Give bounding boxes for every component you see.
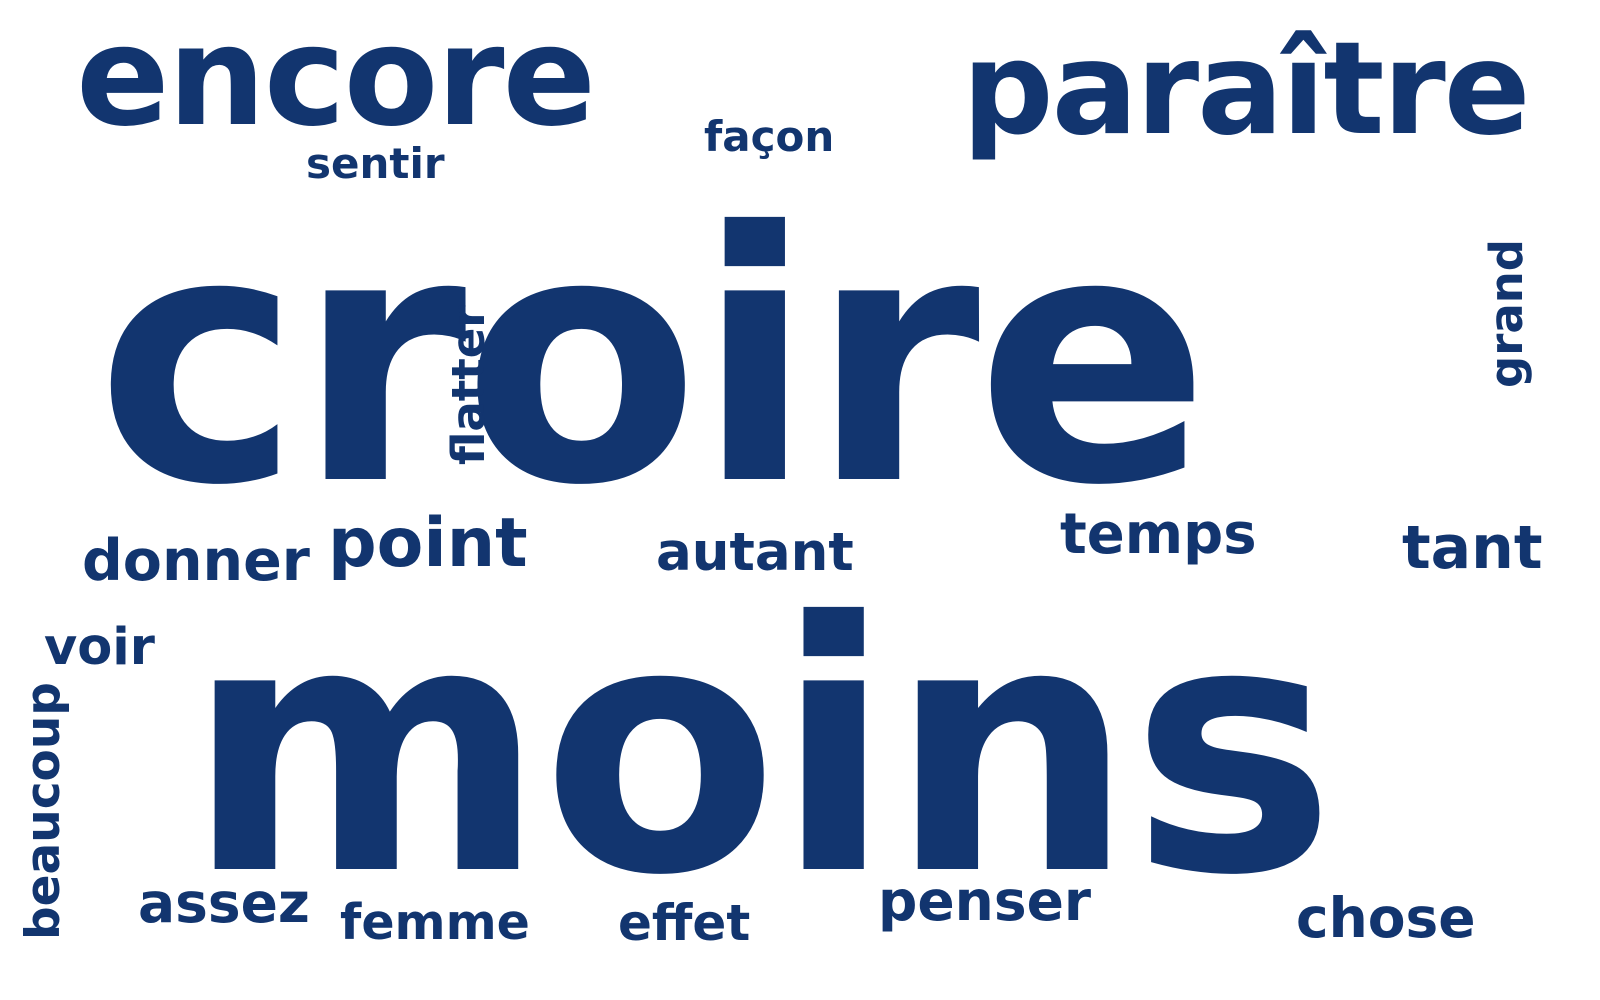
word-assez: assez [138, 871, 310, 935]
word-flatter: flatter [442, 305, 495, 465]
word-femme: femme [340, 894, 530, 951]
word-moins: moins [186, 550, 1336, 951]
word-temps: temps [1060, 502, 1257, 567]
word-beaucoup: beaucoup [16, 682, 71, 940]
word-donner: donner [82, 528, 310, 594]
word-point: point [328, 504, 528, 583]
word-autant: autant [656, 522, 854, 583]
word-penser: penser [878, 869, 1091, 933]
word-tant: tant [1402, 513, 1543, 583]
word-croire: croire [96, 160, 1210, 561]
word-voir: voir [44, 618, 155, 677]
word-sentir: sentir [306, 139, 445, 188]
word-paraitre: paraître [962, 15, 1530, 164]
word-grand: grand [1480, 238, 1533, 388]
word-chose: chose [1296, 886, 1476, 950]
word-facon: façon [704, 112, 835, 161]
word-encore: encore [76, 0, 596, 157]
word-effet: effet [618, 894, 751, 952]
